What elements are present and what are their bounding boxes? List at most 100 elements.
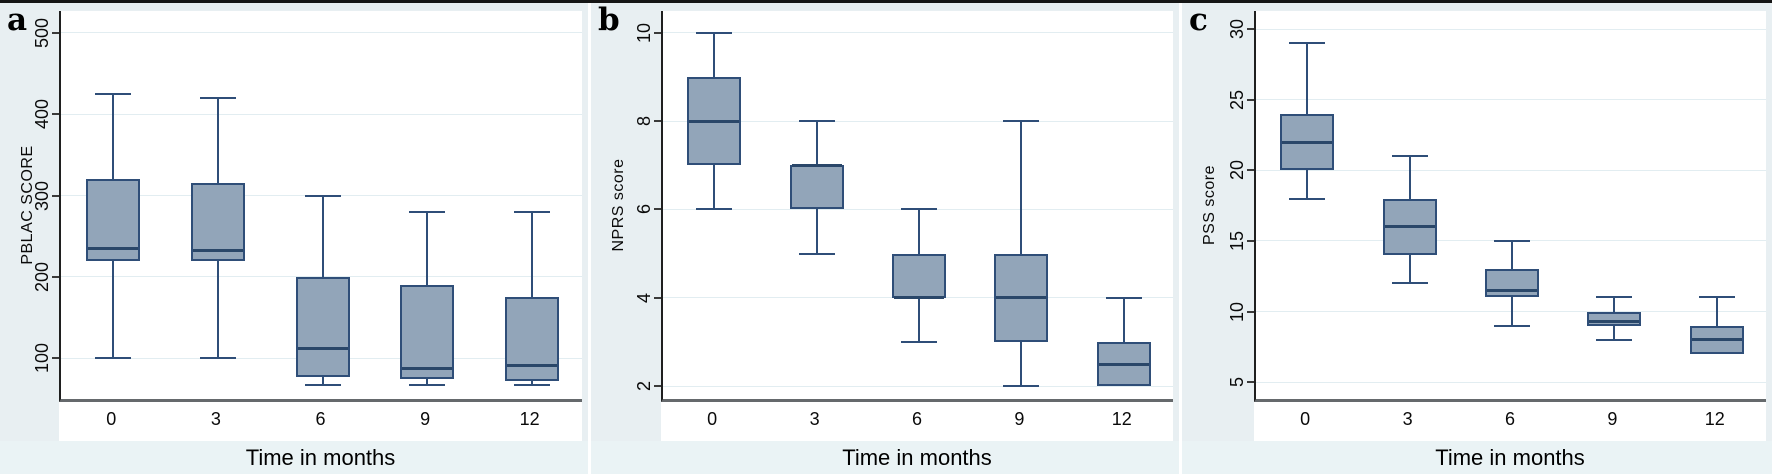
y-tick-mark: [654, 385, 661, 388]
lower-whisker: [1020, 341, 1023, 387]
y-tick-label: 400: [32, 99, 52, 130]
median-line: [1691, 338, 1742, 342]
lower-whisker-cap: [1289, 197, 1326, 200]
y-tick-mark: [654, 296, 661, 299]
median-line: [506, 364, 557, 368]
median-line: [996, 296, 1047, 300]
y-tick-mark: [1247, 239, 1254, 242]
lower-whisker: [1306, 170, 1309, 199]
gridline: [1256, 169, 1766, 171]
x-tick-label: 3: [809, 409, 820, 429]
y-tick-label: 10: [1227, 301, 1247, 322]
upper-whisker-cap: [1289, 42, 1326, 45]
y-tick-label: 15: [1227, 230, 1247, 251]
box-iqr: [190, 183, 245, 261]
lower-whisker: [321, 377, 324, 386]
y-tick-label: 2: [634, 381, 654, 392]
lower-whisker-cap: [1003, 385, 1040, 388]
lower-whisker-cap: [304, 384, 341, 387]
upper-whisker-cap: [409, 210, 446, 213]
lower-whisker: [1613, 325, 1616, 340]
upper-whisker: [1306, 43, 1309, 114]
plot-area: [59, 11, 582, 402]
median-line: [297, 347, 348, 351]
lower-whisker-cap: [798, 252, 835, 255]
median-line: [1589, 319, 1640, 323]
plot-area: [661, 11, 1173, 402]
y-axis-title: PSS score: [1201, 164, 1218, 246]
upper-whisker: [112, 93, 115, 180]
y-tick-mark: [52, 275, 59, 278]
gridline: [663, 385, 1173, 387]
box-iqr: [295, 276, 350, 378]
panel-a-label: a: [7, 3, 28, 38]
x-tick-band: 0 3 6 9 12: [661, 402, 1173, 441]
upper-whisker: [216, 98, 219, 184]
x-axis-title-band: Time in months: [0, 441, 588, 474]
upper-whisker: [426, 211, 429, 286]
y-tick-mark: [52, 113, 59, 116]
y-tick-label: 4: [634, 292, 654, 303]
x-tick-band: 0 3 6 9 12: [1254, 402, 1766, 441]
panel-b: b NPRS score 0 3 6 9 12 Time in months 2 4 6 8 1…: [591, 3, 1179, 474]
lower-whisker: [426, 378, 429, 386]
upper-whisker-cap: [95, 92, 132, 95]
y-tick-mark: [1247, 169, 1254, 172]
x-tick-label: 6: [315, 409, 326, 429]
median-line: [88, 247, 139, 251]
plot-area: [1254, 11, 1766, 402]
median-line: [1487, 288, 1537, 292]
panel-c: c PSS score 0 3 6 9 12 Time in months 5 10 15 2…: [1182, 3, 1772, 474]
upper-whisker: [321, 195, 324, 277]
upper-whisker-cap: [901, 208, 937, 211]
x-tick-label: 12: [1704, 409, 1725, 429]
y-tick-label: 5: [1227, 377, 1247, 388]
median-line: [791, 163, 842, 167]
median-line: [1384, 225, 1435, 229]
panel-a: a PBLAC SCORE 0 3 6 9 12 Time in months 100 2…: [0, 3, 588, 474]
median-line: [192, 249, 243, 253]
upper-whisker-cap: [513, 210, 550, 213]
y-tick-mark: [654, 120, 661, 123]
x-tick-label: 9: [1607, 409, 1618, 429]
lower-whisker: [918, 297, 920, 342]
x-tick-band: 0 3 6 9 12: [59, 402, 582, 441]
median-line: [894, 296, 944, 300]
lower-whisker: [530, 381, 533, 386]
upper-whisker: [918, 209, 920, 254]
lower-whisker-cap: [1494, 324, 1530, 327]
upper-whisker-cap: [304, 194, 341, 197]
lower-whisker-cap: [1596, 338, 1633, 341]
y-tick-label: 100: [32, 343, 52, 374]
y-tick-label: 10: [634, 22, 654, 43]
lower-whisker: [1408, 255, 1411, 284]
gridline: [1256, 381, 1766, 383]
y-tick-mark: [1247, 381, 1254, 384]
x-tick-label: 3: [210, 409, 221, 429]
x-tick-label: 9: [420, 409, 431, 429]
panel-b-label: b: [598, 3, 620, 38]
upper-whisker-cap: [1003, 120, 1040, 123]
median-line: [689, 119, 740, 123]
upper-whisker-cap: [798, 120, 835, 123]
lower-whisker: [815, 209, 818, 254]
upper-whisker: [815, 121, 818, 166]
lower-whisker-cap: [1391, 282, 1428, 285]
upper-whisker-cap: [1698, 296, 1735, 299]
lower-whisker-cap: [513, 384, 550, 387]
upper-whisker: [1613, 297, 1616, 312]
upper-whisker-cap: [1596, 296, 1633, 299]
box-iqr: [504, 297, 559, 382]
y-axis-title: NPRS score: [610, 158, 627, 252]
box-iqr: [400, 285, 455, 379]
upper-whisker: [713, 32, 716, 77]
lower-whisker-cap: [199, 357, 236, 360]
upper-whisker: [1715, 297, 1718, 326]
x-tick-label: 9: [1014, 409, 1025, 429]
x-tick-label: 0: [1300, 409, 1311, 429]
lower-whisker: [216, 260, 219, 359]
median-line: [402, 366, 453, 370]
upper-whisker-cap: [696, 31, 733, 34]
lower-whisker: [713, 165, 716, 210]
